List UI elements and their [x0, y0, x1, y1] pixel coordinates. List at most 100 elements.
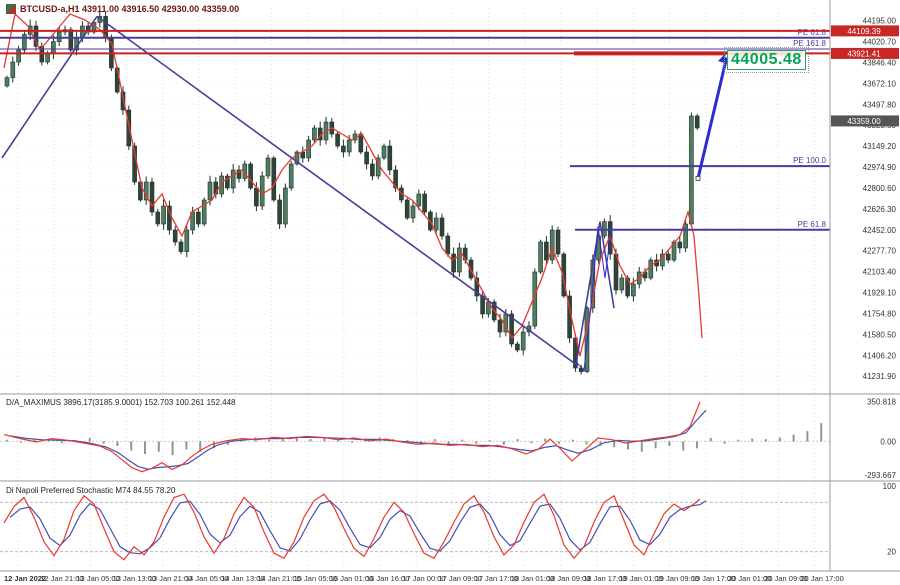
indicator1-hist-bar	[226, 441, 229, 445]
current-price-badge-text: 43359.00	[847, 117, 881, 126]
indicator1-hist-bar	[144, 441, 146, 454]
price-badge	[831, 47, 899, 59]
candle	[161, 205, 166, 225]
trendline-object[interactable]	[1, 15, 98, 159]
indicator1-hist-bar	[599, 441, 602, 446]
candle	[248, 163, 253, 189]
price-axis-tick: 44020.70	[863, 38, 897, 47]
price-axis-tick: 42452.00	[863, 226, 897, 235]
candle	[358, 133, 364, 153]
candle	[538, 241, 543, 273]
price-axis[interactable]	[830, 0, 900, 571]
candle	[22, 34, 27, 51]
candle	[196, 211, 201, 225]
time-axis-label: 17 Jan 00:00	[402, 574, 445, 583]
indicator1-hist-bar	[351, 441, 353, 443]
candle	[549, 229, 555, 261]
candle	[230, 169, 236, 189]
indicator1-hist-bar	[654, 441, 657, 449]
indicator1-hist-bar	[765, 439, 767, 442]
indicator1-hist-bar	[199, 441, 202, 452]
indicator1-hist-bar	[778, 437, 781, 442]
selection-handle[interactable]	[695, 175, 701, 181]
time-axis-label: 15 Jan 05:00	[294, 574, 337, 583]
indicator1-hist-bar	[19, 441, 22, 443]
panel-splitter-1[interactable]	[0, 392, 900, 396]
indicator1-hist-bar	[447, 441, 450, 445]
candle	[515, 343, 520, 351]
indicator1-hist-bar	[88, 438, 91, 442]
indicator1-hist-bar	[516, 439, 519, 442]
candle	[404, 199, 410, 219]
candle	[370, 163, 375, 177]
candle	[120, 91, 126, 111]
candle	[184, 229, 190, 252]
fib-expansion-label: PE 61.8	[798, 28, 827, 37]
indicator1-hist-bar	[309, 439, 312, 442]
price-axis-tick: 41406.20	[863, 351, 897, 360]
candle	[665, 253, 671, 261]
projection-arrow-object[interactable]	[696, 55, 729, 179]
panel-splitter-2[interactable]	[0, 479, 900, 483]
indicator1-hist-bar	[709, 438, 712, 442]
candle	[149, 181, 155, 213]
indicator1-axis-tick: 350.818	[867, 397, 896, 406]
time-axis[interactable]	[0, 571, 900, 585]
price-badge-text: 43921.41	[847, 49, 881, 58]
indicator1-hist-bar	[627, 441, 629, 450]
candle	[619, 277, 625, 291]
indicator1-hist-bar	[723, 441, 726, 444]
time-axis-label: 19 Jan 09:00	[656, 574, 699, 583]
candle	[683, 223, 688, 249]
time-axis-label: 12 Jan 2022	[4, 574, 46, 583]
candle	[497, 319, 503, 333]
candle	[178, 241, 184, 252]
candle	[45, 53, 50, 63]
time-axis-label: 16 Jan 16:00	[366, 574, 409, 583]
stochastic-main-line	[3, 493, 701, 561]
price-axis-tick: 41754.80	[863, 309, 897, 318]
candle	[265, 157, 271, 177]
candle	[225, 175, 230, 189]
indicator1-hist-bar	[157, 441, 160, 452]
time-axis-label: 18 Jan 17:00	[583, 574, 626, 583]
time-axis-label: 19 Jan 01:00	[619, 574, 662, 583]
time-axis-label: 13 Jan 05:00	[76, 574, 119, 583]
candle	[625, 277, 630, 297]
candle	[236, 169, 242, 179]
candle	[387, 145, 393, 171]
indicator1-hist-bar	[295, 436, 298, 442]
candle	[364, 151, 369, 165]
indicator1-hist-bar	[475, 441, 478, 444]
trendline-object[interactable]	[96, 15, 577, 366]
candle	[631, 283, 636, 297]
candle	[451, 253, 456, 273]
candle	[480, 295, 485, 315]
fib-expansion-label: PE 161.8	[793, 39, 826, 48]
candle	[439, 217, 445, 237]
price-badge	[831, 25, 899, 37]
indicator1-hist-bar	[61, 441, 64, 444]
candle	[294, 151, 300, 165]
price-target-label-object[interactable]: 44005.48	[724, 47, 809, 73]
candle	[33, 25, 39, 47]
price-axis-tick: 41929.10	[863, 289, 897, 298]
candle	[277, 199, 282, 225]
candle	[445, 235, 451, 255]
candle	[671, 241, 677, 261]
price-axis-tick: 42277.70	[863, 247, 897, 256]
zigzag-object[interactable]	[575, 223, 613, 372]
indicator1-hist-bar	[282, 438, 284, 442]
time-axis-label: 12 Jan 21:00	[40, 574, 83, 583]
candle	[416, 193, 422, 207]
candle	[648, 259, 654, 279]
indicator1-hist-bar	[544, 438, 547, 442]
indicator1-hist-bar	[792, 434, 795, 442]
time-axis-label: 17 Jan 17:00	[475, 574, 518, 583]
candle	[341, 145, 346, 153]
time-axis-label: 17 Jan 09:00	[438, 574, 481, 583]
fib-expansion-label: PE 100.0	[793, 156, 826, 165]
current-price-badge	[831, 115, 899, 127]
indicator1-hist-bar	[323, 438, 326, 442]
